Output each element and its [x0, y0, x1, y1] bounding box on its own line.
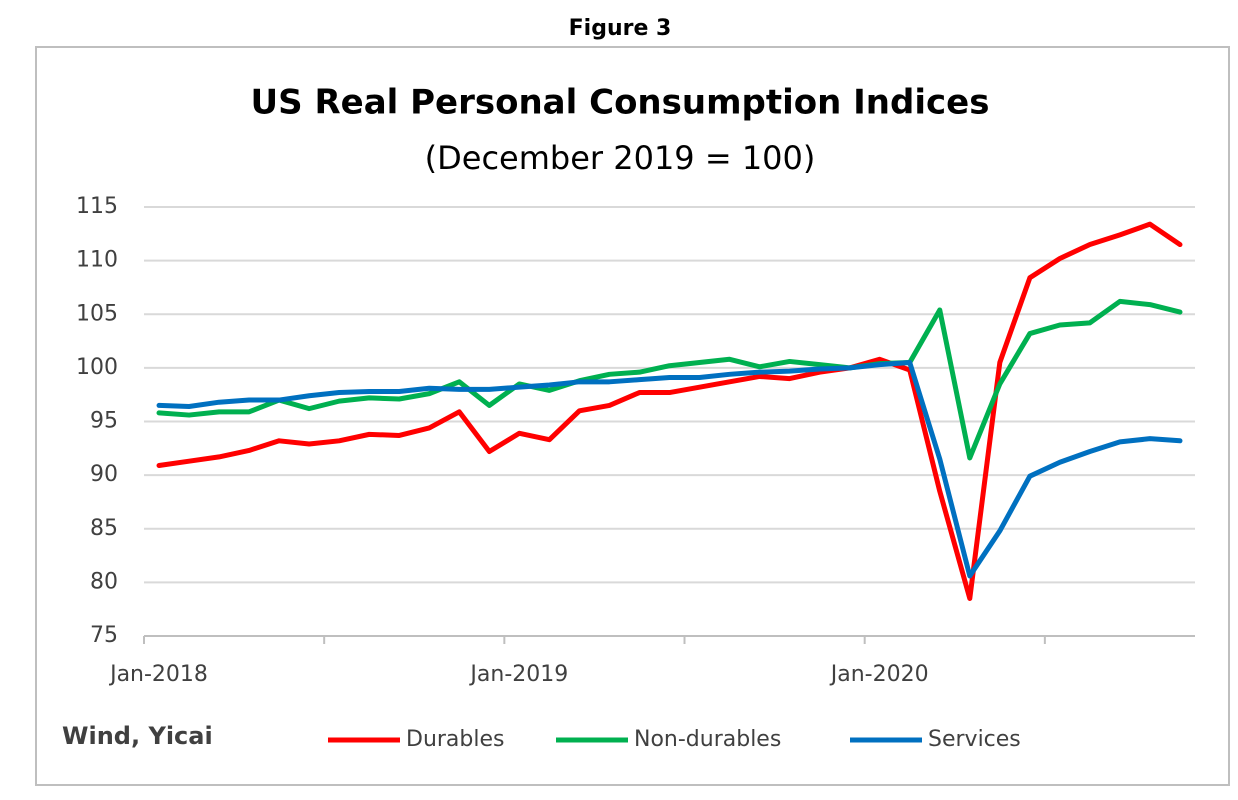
data-line [156, 298, 1183, 461]
x-tick-label: Jan-2020 [829, 662, 929, 687]
x-tick-label: Jan-2018 [108, 662, 208, 687]
y-tick-label: 80 [90, 569, 118, 594]
legend-label: Durables [406, 727, 504, 752]
source-note: Wind, Yicai [62, 722, 213, 750]
y-tick-label: 115 [76, 194, 118, 219]
y-tick-label: 75 [90, 623, 118, 648]
legend-label: Services [928, 727, 1021, 752]
y-tick-label: 85 [90, 516, 118, 541]
y-tick-label: 110 [76, 248, 118, 273]
chart-frame [35, 46, 1230, 786]
y-tick-label: 90 [90, 462, 118, 487]
legend-label: Non-durables [634, 727, 781, 752]
y-tick-label: 105 [76, 301, 118, 326]
chart-subtitle: (December 2019 = 100) [425, 139, 816, 177]
y-tick-label: 100 [76, 355, 118, 380]
x-tick-label: Jan-2019 [468, 662, 568, 687]
figure-label: Figure 3 [569, 16, 672, 41]
chart-title: US Real Personal Consumption Indices [251, 83, 990, 123]
y-tick-label: 95 [90, 409, 118, 434]
data-line [156, 221, 1183, 601]
data-line [156, 360, 1183, 579]
